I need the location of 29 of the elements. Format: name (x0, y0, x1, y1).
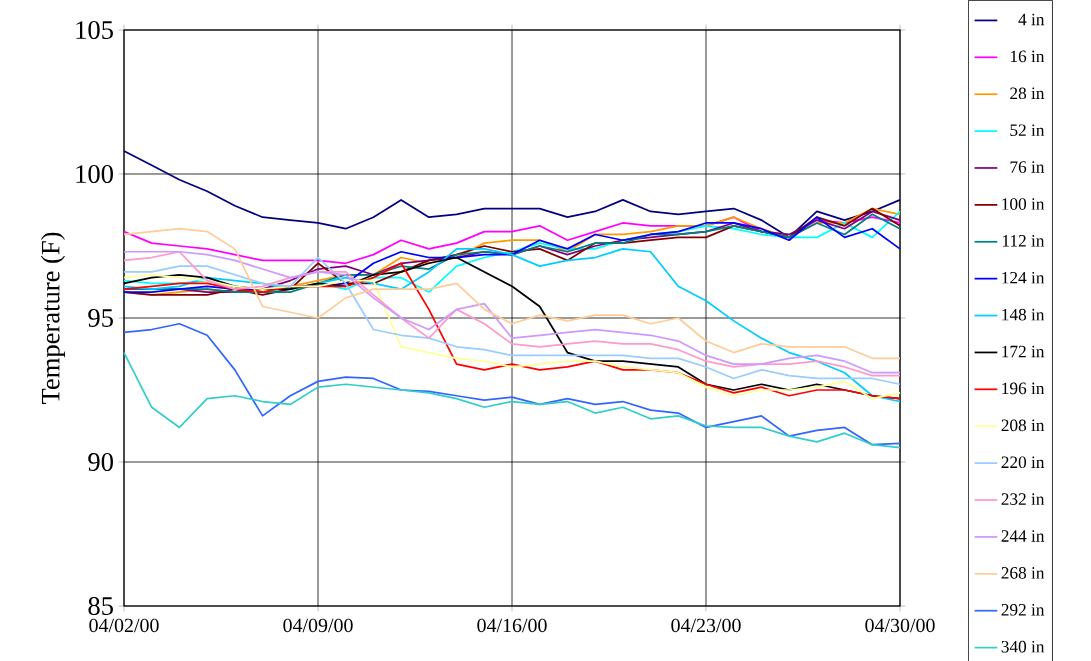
y-tick-label: 105 (76, 21, 113, 39)
legend-label: 232 in (1001, 493, 1045, 505)
legend-label: 28 in (1010, 87, 1045, 100)
x-tick-label: 04/16/00 (477, 618, 547, 633)
legend-label: 244 in (1001, 530, 1045, 542)
legend-label: 268 in (1001, 567, 1045, 579)
x-tick-label: 04/23/00 (671, 618, 741, 633)
legend-label: 100 in (1002, 198, 1045, 210)
x-tick-label: 04/30/00 (865, 618, 935, 633)
y-tick-label: 90 (88, 453, 113, 471)
legend-label: 112 in (1002, 235, 1045, 247)
y-tick-label: 85 (88, 597, 113, 615)
y-axis-title: Temperature (F) (40, 232, 65, 404)
x-tick-label: 04/09/00 (283, 618, 353, 633)
y-tick-label: 95 (88, 309, 113, 327)
legend-label: 340 in (1001, 640, 1045, 653)
legend-label: 124 in (1002, 271, 1045, 284)
legend-label: 208 in (1001, 419, 1045, 432)
legend-label: 52 in (1010, 124, 1045, 136)
legend-label: 4 in (1018, 13, 1045, 26)
legend-label: 148 in (1002, 308, 1045, 321)
y-tick-label: 100 (76, 165, 113, 183)
legend-label: 172 in (1002, 345, 1045, 358)
legend-label: 76 in (1010, 161, 1045, 173)
legend-label: 196 in (1002, 382, 1045, 395)
legend-label: 220 in (1001, 456, 1045, 469)
legend-label: 292 in (1001, 603, 1045, 616)
x-tick-label: 04/02/00 (89, 618, 159, 633)
legend-label: 16 in (1010, 50, 1045, 63)
